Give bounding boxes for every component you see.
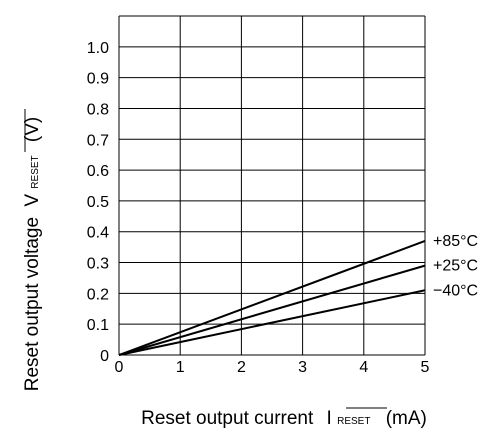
grid <box>119 16 425 355</box>
y-tick-label: 1.0 <box>87 40 109 57</box>
x-tick-label: 3 <box>298 359 307 376</box>
series-line <box>119 266 425 355</box>
y-tick-label: 0.6 <box>87 163 109 180</box>
y-tick-label: 0.5 <box>87 194 109 211</box>
series-label: +25°C <box>433 258 478 275</box>
y-tick-label: 0.9 <box>87 71 109 88</box>
x-tick-label: 4 <box>359 359 368 376</box>
series-line <box>119 290 425 355</box>
y-tick-label: 0.7 <box>87 132 109 149</box>
series-label: −40°C <box>433 282 478 299</box>
y-tick-label: 0 <box>100 348 109 365</box>
x-tick-label: 0 <box>115 359 124 376</box>
y-tick-label: 0.2 <box>87 286 109 303</box>
x-tick-label: 5 <box>421 359 430 376</box>
x-axis-title: Reset output current I RESET (mA) <box>141 408 427 429</box>
series-line <box>119 241 425 355</box>
series-label: +85°C <box>433 233 478 250</box>
y-axis-title: Reset output voltage V RESET (V) <box>22 117 43 392</box>
y-tick-label: 0.4 <box>87 225 109 242</box>
x-tick-label: 1 <box>176 359 185 376</box>
y-tick-label: 0.8 <box>87 101 109 118</box>
y-tick-label: 0.3 <box>87 256 109 273</box>
y-tick-label: 0.1 <box>87 317 109 334</box>
series-lines <box>119 241 425 355</box>
x-tick-label: 2 <box>237 359 246 376</box>
series-labels: +85°C +25°C −40°C <box>433 233 478 299</box>
